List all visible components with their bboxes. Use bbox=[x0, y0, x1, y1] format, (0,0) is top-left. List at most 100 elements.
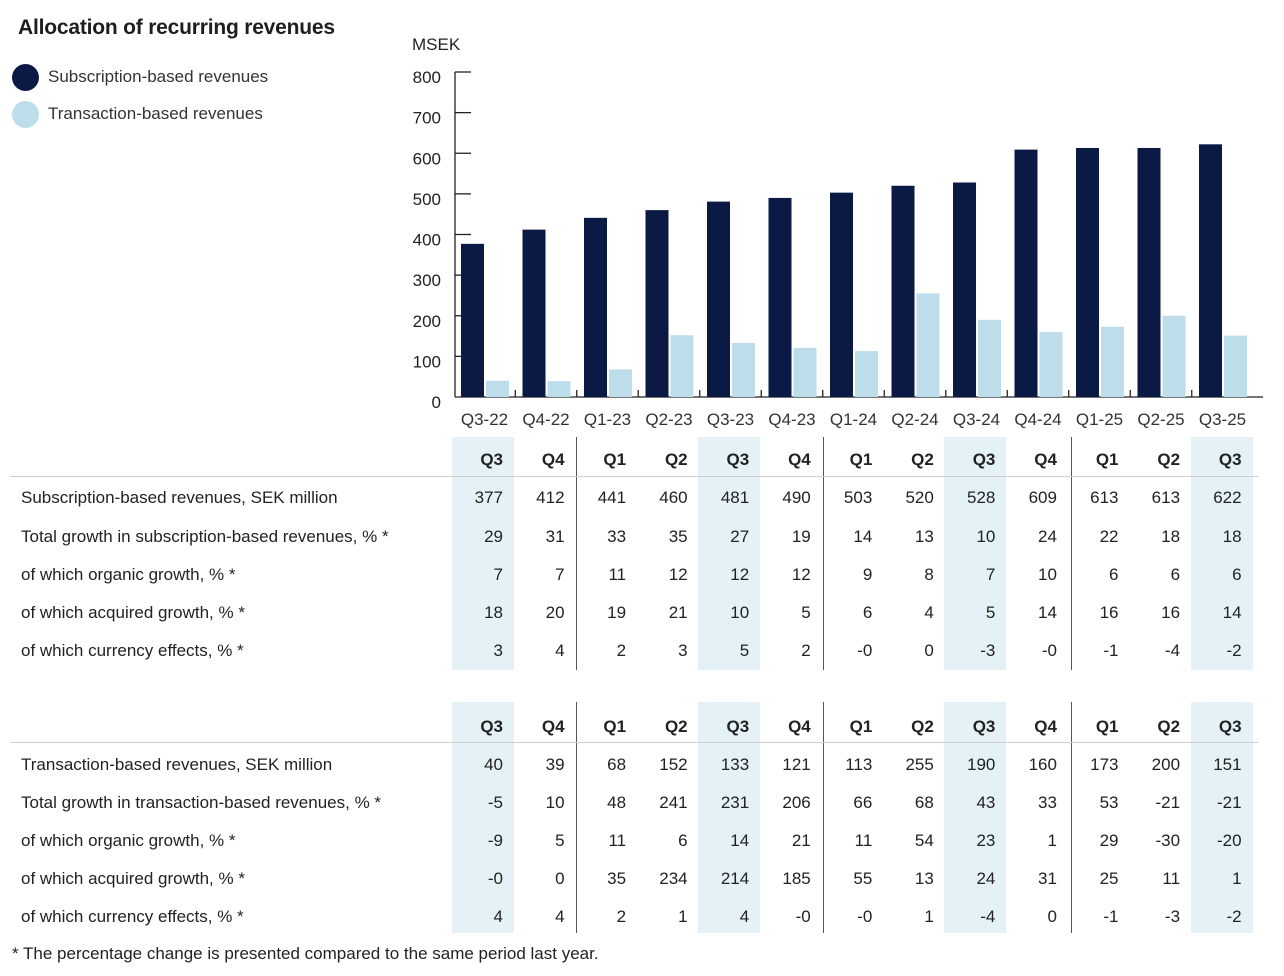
table-header-cell: Q3 bbox=[972, 450, 996, 469]
bar-transaction bbox=[1224, 335, 1247, 397]
table-header-cell: Q4 bbox=[541, 717, 565, 736]
table-header-rule bbox=[10, 476, 1258, 477]
table-cell: -20 bbox=[1217, 831, 1242, 850]
x-tick-label: Q3-25 bbox=[1199, 410, 1246, 429]
table-header-cell: Q3 bbox=[480, 717, 503, 736]
table-cell: 14 bbox=[1222, 603, 1242, 622]
table-header-cell: Q2 bbox=[911, 450, 934, 469]
legend-item-subscription: Subscription-based revenues bbox=[12, 62, 268, 92]
table-header-cell: Q2 bbox=[664, 450, 688, 469]
highlight-column-q3 bbox=[698, 437, 761, 670]
table-cell: 113 bbox=[845, 755, 873, 774]
table-cell: 6 bbox=[1109, 565, 1119, 584]
table-cell: 5 bbox=[985, 603, 996, 622]
table-cell: 21 bbox=[791, 831, 811, 850]
table-cell: 21 bbox=[668, 603, 688, 622]
table-cell: 13 bbox=[914, 869, 934, 888]
table-cell: 234 bbox=[659, 869, 688, 888]
table-header-cell: Q3 bbox=[480, 450, 503, 469]
table-cell: 12 bbox=[730, 565, 750, 584]
table-cell: 185 bbox=[782, 869, 811, 888]
x-tick-label: Q4-22 bbox=[522, 410, 569, 429]
table-cell: 19 bbox=[791, 527, 811, 546]
table-cell: -9 bbox=[487, 831, 503, 850]
table-cell: 190 bbox=[967, 755, 996, 774]
table-row-label: of which organic growth, % * bbox=[21, 831, 236, 850]
x-tick-label: Q2-24 bbox=[891, 410, 938, 429]
table-cell: 121 bbox=[782, 755, 811, 774]
table-cell: 11 bbox=[608, 565, 627, 584]
table-cell: 33 bbox=[1038, 793, 1057, 812]
table-cell: 503 bbox=[843, 488, 873, 507]
y-tick-label: 400 bbox=[413, 231, 441, 250]
table-cell: 200 bbox=[1151, 755, 1181, 774]
bar-subscription bbox=[768, 197, 792, 397]
table-cell: 255 bbox=[905, 755, 934, 774]
highlight-column-q3 bbox=[944, 702, 1007, 933]
table-cell: 613 bbox=[1090, 488, 1119, 507]
bar-transaction bbox=[1162, 315, 1186, 397]
table-cell: -0 bbox=[795, 907, 811, 926]
table-cell: 31 bbox=[1038, 869, 1057, 888]
y-tick-label: 500 bbox=[413, 190, 441, 209]
table-header-cell: Q4 bbox=[1034, 450, 1057, 469]
table-cell: 10 bbox=[976, 527, 996, 546]
x-tick-label: Q2-25 bbox=[1137, 410, 1184, 429]
table-cell: -0 bbox=[487, 869, 503, 888]
table-cell: 377 bbox=[474, 488, 503, 507]
year-separator bbox=[823, 702, 824, 933]
table-header-cell: Q1 bbox=[603, 450, 627, 469]
table-cell: 40 bbox=[484, 755, 503, 774]
table-cell: -0 bbox=[857, 641, 873, 660]
table-cell: 152 bbox=[659, 755, 688, 774]
table-cell: 39 bbox=[545, 755, 565, 774]
table-header-rule bbox=[10, 742, 1258, 743]
table-row-label: Total growth in transaction-based revenu… bbox=[21, 793, 382, 812]
table-cell: 55 bbox=[853, 869, 873, 888]
table-cell: 29 bbox=[484, 527, 503, 546]
table-header-cell: Q2 bbox=[664, 717, 688, 736]
y-tick-label: 100 bbox=[413, 352, 441, 371]
table-cell: 68 bbox=[914, 793, 934, 812]
highlight-column-q3 bbox=[944, 437, 1007, 670]
bar-subscription bbox=[645, 210, 669, 397]
table-cell: 173 bbox=[1090, 755, 1119, 774]
table-cell: -3 bbox=[980, 641, 996, 660]
x-tick-label: Q3-23 bbox=[707, 410, 754, 429]
bar-subscription bbox=[461, 243, 484, 397]
bar-transaction bbox=[916, 293, 940, 397]
table-cell: 13 bbox=[914, 527, 934, 546]
year-separator bbox=[576, 702, 577, 933]
table-row-label: Subscription-based revenues, SEK million bbox=[21, 488, 338, 507]
table-cell: 18 bbox=[1161, 527, 1181, 546]
table-cell: 10 bbox=[1038, 565, 1057, 584]
table-row-label: of which currency effects, % * bbox=[21, 907, 244, 926]
x-tick-label: Q1-23 bbox=[584, 410, 631, 429]
table-cell: 22 bbox=[1099, 527, 1119, 546]
legend-item-transaction: Transaction-based revenues bbox=[12, 99, 263, 129]
table-cell: 48 bbox=[607, 793, 627, 812]
table-cell: 3 bbox=[678, 641, 688, 660]
table-cell: 4 bbox=[739, 907, 750, 926]
table-cell: 206 bbox=[782, 793, 811, 812]
year-separator bbox=[1071, 702, 1072, 933]
table-header-cell: Q3 bbox=[1218, 450, 1242, 469]
highlight-column-q3 bbox=[1190, 437, 1253, 670]
table-cell: -4 bbox=[1164, 641, 1181, 660]
table-cell: 29 bbox=[1099, 831, 1119, 850]
table-cell: 133 bbox=[720, 755, 750, 774]
table-cell: 18 bbox=[1222, 527, 1242, 546]
bar-transaction bbox=[793, 347, 817, 397]
table-cell: 10 bbox=[545, 793, 565, 812]
table-cell: -0 bbox=[1041, 641, 1057, 660]
y-tick-label: 600 bbox=[413, 149, 441, 168]
bar-transaction bbox=[609, 369, 632, 397]
x-tick-label: Q4-24 bbox=[1014, 410, 1061, 429]
table-cell: 460 bbox=[659, 488, 688, 507]
highlight-column-q3 bbox=[452, 437, 514, 670]
x-tick-label: Q4-23 bbox=[768, 410, 815, 429]
table-cell: 11 bbox=[854, 831, 873, 850]
table-cell: 54 bbox=[914, 831, 934, 850]
bar-transaction bbox=[855, 351, 878, 397]
table-cell: 1 bbox=[678, 907, 688, 926]
